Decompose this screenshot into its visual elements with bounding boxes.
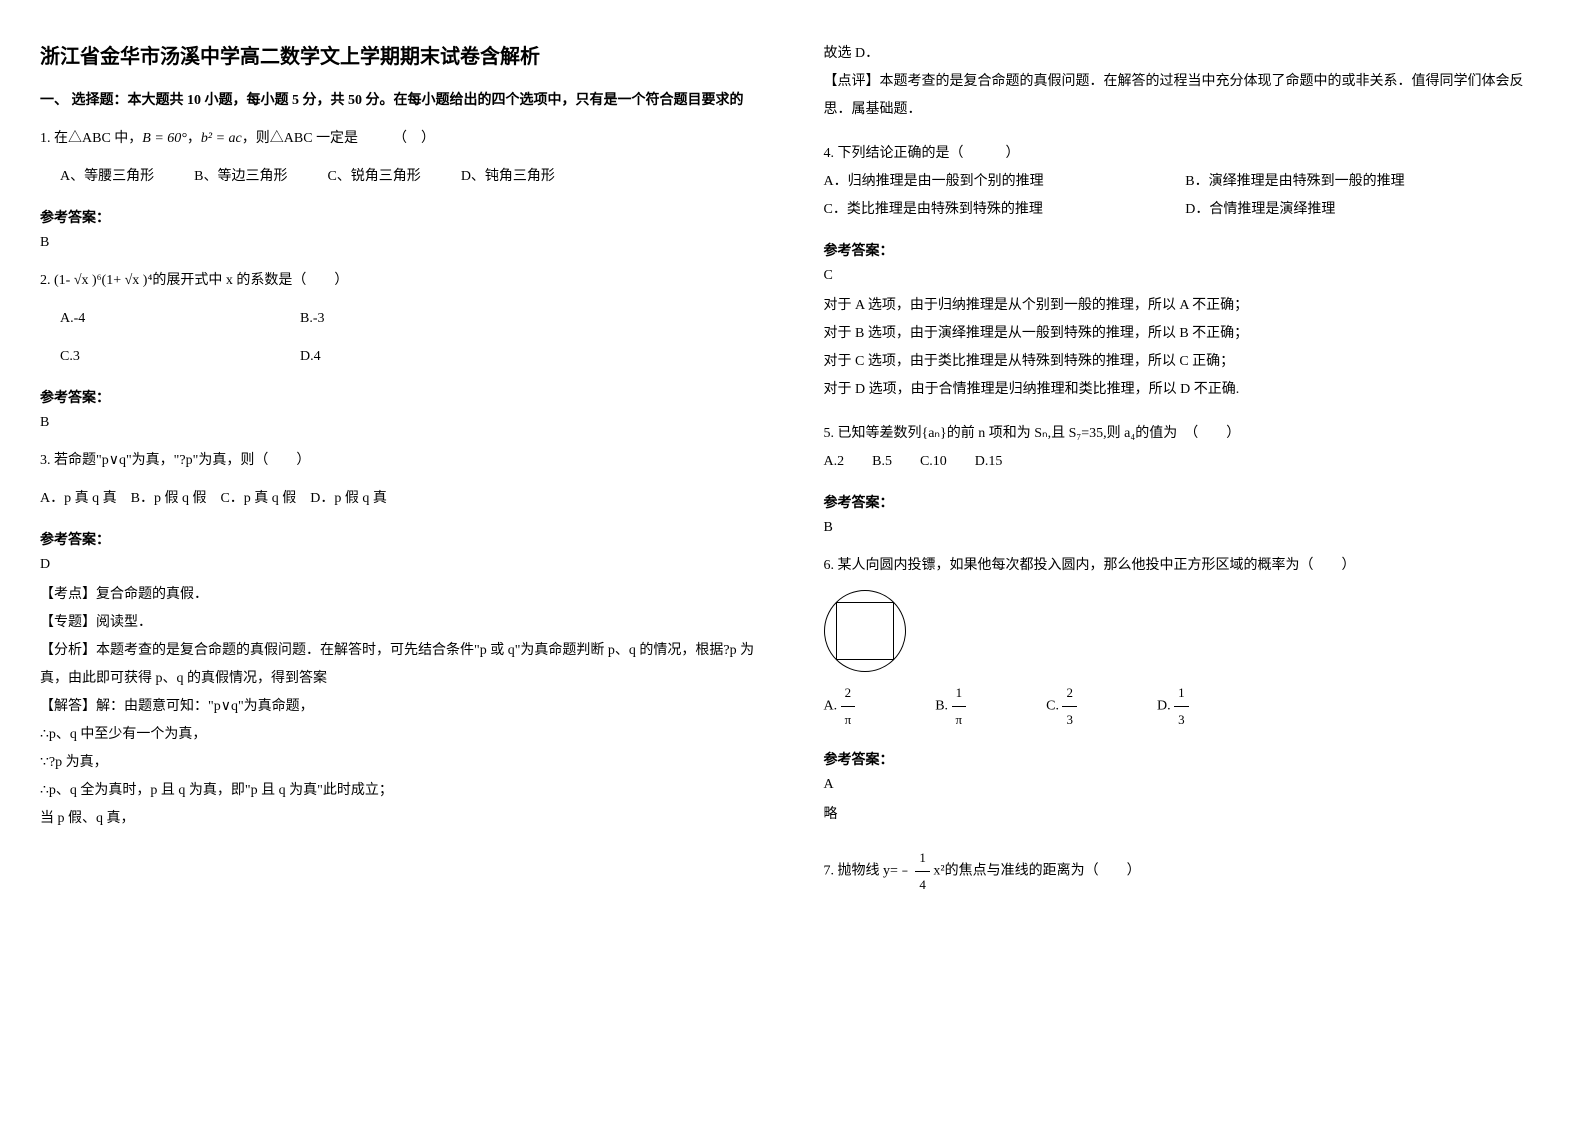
- q4-option-a: A．归纳推理是由一般到个别的推理: [824, 168, 1186, 196]
- fraction: 2π: [841, 680, 856, 733]
- q2-option-c: C.3: [60, 343, 260, 371]
- square-shape: [836, 602, 894, 660]
- q2-answer: B: [40, 415, 764, 431]
- q1-options: A、等腰三角形 B、等边三角形 C、锐角三角形 D、钝角三角形: [60, 163, 764, 191]
- question-2: 2. (1- √x )⁶(1+ √x )⁴的展开式中 x 的系数是（ ） A.-…: [40, 267, 764, 371]
- fraction: 13: [1174, 680, 1189, 733]
- q3-exp-r1: 故选 D．: [824, 40, 1548, 68]
- answer-label: 参考答案：: [40, 207, 764, 227]
- q7-tail: x²的焦点与准线的距离为（ ）: [933, 864, 1140, 879]
- q3-exp-3: 【分析】本题考查的是复合命题的真假问题．在解答时，可先结合条件"p 或 q"为真…: [40, 637, 764, 693]
- question-6: 6. 某人向圆内投镖，如果他每次都投入圆内，那么他投中正方形区域的概率为（ ） …: [824, 552, 1548, 733]
- question-5: 5. 已知等差数列{aₙ}的前 n 项和为 Sₙ,且 S₇=35,则 a₄的值为…: [824, 420, 1548, 476]
- question-3: 3. 若命题"p∨q"为真，"?p"为真，则（ ） A．p 真 q 真 B．p …: [40, 447, 764, 513]
- q2-stem: 2. (1- √x )⁶(1+ √x )⁴的展开式中 x 的系数是（ ）: [40, 267, 764, 295]
- page-title: 浙江省金华市汤溪中学高二数学文上学期期末试卷含解析: [40, 40, 764, 69]
- question-4: 4. 下列结论正确的是（ ） A．归纳推理是由一般到个别的推理 B．演绎推理是由…: [824, 140, 1548, 224]
- q4-option-c: C．类比推理是由特殊到特殊的推理: [824, 196, 1186, 224]
- q3-answer: D: [40, 557, 764, 573]
- q4-exp-1: 对于 A 选项，由于归纳推理是从个别到一般的推理，所以 A 不正确；: [824, 292, 1548, 320]
- q6-answer: A: [824, 777, 1548, 793]
- q3-exp-5: ∴p、q 中至少有一个为真，: [40, 721, 764, 749]
- q2-option-a: A.-4: [60, 305, 260, 333]
- q1-option-b: B、等边三角形: [194, 163, 287, 191]
- fraction: 1π: [952, 680, 967, 733]
- circle-square-diagram: [824, 590, 904, 670]
- q3-options: A．p 真 q 真 B．p 假 q 假 C．p 真 q 假 D．p 假 q 真: [40, 485, 764, 513]
- q4-stem: 4. 下列结论正确的是（ ）: [824, 140, 1548, 168]
- q6-option-d: D. 13: [1157, 680, 1189, 733]
- q1-text: 1. 在△ABC 中，B = 60°，b² = ac，则△ABC 一定是 （ ）: [40, 131, 435, 146]
- q5-answer: B: [824, 520, 1548, 536]
- q5-options: A.2 B.5 C.10 D.15: [824, 448, 1548, 476]
- q6-option-a: A. 2π: [824, 680, 856, 733]
- q1-option-c: C、锐角三角形: [327, 163, 420, 191]
- q2-option-d: D.4: [300, 343, 500, 371]
- q6-option-b: B. 1π: [935, 680, 966, 733]
- q2-option-b: B.-3: [300, 305, 500, 333]
- q4-exp-3: 对于 C 选项，由于类比推理是从特殊到特殊的推理，所以 C 正确；: [824, 348, 1548, 376]
- q4-option-d: D．合情推理是演绎推理: [1185, 196, 1547, 224]
- q7-pre: 7. 抛物线 y=﹣: [824, 864, 912, 879]
- q6-stem: 6. 某人向圆内投镖，如果他每次都投入圆内，那么他投中正方形区域的概率为（ ）: [824, 552, 1548, 580]
- q3-stem: 3. 若命题"p∨q"为真，"?p"为真，则（ ）: [40, 447, 764, 475]
- q4-exp-4: 对于 D 选项，由于合情推理是归纳推理和类比推理，所以 D 不正确.: [824, 376, 1548, 404]
- q5-stem: 5. 已知等差数列{aₙ}的前 n 项和为 Sₙ,且 S₇=35,则 a₄的值为…: [824, 420, 1548, 448]
- section-heading: 一、 选择题：本大题共 10 小题，每小题 5 分，共 50 分。在每小题给出的…: [40, 89, 764, 109]
- question-7: 7. 抛物线 y=﹣ 14 x²的焦点与准线的距离为（ ）: [824, 845, 1548, 898]
- q3-exp-r2: 【点评】本题考查的是复合命题的真假问题．在解答的过程当中充分体现了命题中的或非关…: [824, 68, 1548, 124]
- answer-label: 参考答案：: [824, 492, 1548, 512]
- q1-answer: B: [40, 235, 764, 251]
- q4-option-b: B．演绎推理是由特殊到一般的推理: [1185, 168, 1547, 196]
- q3-exp-8: 当 p 假、q 真，: [40, 805, 764, 833]
- q6-options: A. 2π B. 1π C. 23 D. 13: [824, 680, 1548, 733]
- answer-label: 参考答案：: [40, 387, 764, 407]
- q1-option-d: D、钝角三角形: [461, 163, 555, 191]
- right-column: 故选 D． 【点评】本题考查的是复合命题的真假问题．在解答的过程当中充分体现了命…: [824, 40, 1548, 914]
- q4-answer: C: [824, 268, 1548, 284]
- answer-label: 参考答案：: [824, 749, 1548, 769]
- question-1: 1. 在△ABC 中，B = 60°，b² = ac，则△ABC 一定是 （ ）…: [40, 125, 764, 191]
- q3-exp-1: 【考点】复合命题的真假．: [40, 581, 764, 609]
- fraction: 23: [1062, 680, 1077, 733]
- fraction: 14: [915, 845, 930, 898]
- answer-label: 参考答案：: [824, 240, 1548, 260]
- q4-exp-2: 对于 B 选项，由于演绎推理是从一般到特殊的推理，所以 B 不正确；: [824, 320, 1548, 348]
- q6-option-c: C. 23: [1046, 680, 1077, 733]
- q3-exp-6: ∵?p 为真，: [40, 749, 764, 777]
- q3-exp-2: 【专题】阅读型．: [40, 609, 764, 637]
- q2-options: A.-4 B.-3 C.3 D.4: [60, 305, 764, 371]
- q1-option-a: A、等腰三角形: [60, 163, 154, 191]
- left-column: 浙江省金华市汤溪中学高二数学文上学期期末试卷含解析 一、 选择题：本大题共 10…: [40, 40, 764, 914]
- page-container: 浙江省金华市汤溪中学高二数学文上学期期末试卷含解析 一、 选择题：本大题共 10…: [40, 40, 1547, 914]
- q6-note: 略: [824, 801, 1548, 829]
- q3-exp-7: ∴p、q 全为真时，p 且 q 为真，即"p 且 q 为真"此时成立；: [40, 777, 764, 805]
- q4-row2: C．类比推理是由特殊到特殊的推理 D．合情推理是演绎推理: [824, 196, 1548, 224]
- answer-label: 参考答案：: [40, 529, 764, 549]
- q4-row1: A．归纳推理是由一般到个别的推理 B．演绎推理是由特殊到一般的推理: [824, 168, 1548, 196]
- q3-exp-4: 【解答】解：由题意可知："p∨q"为真命题，: [40, 693, 764, 721]
